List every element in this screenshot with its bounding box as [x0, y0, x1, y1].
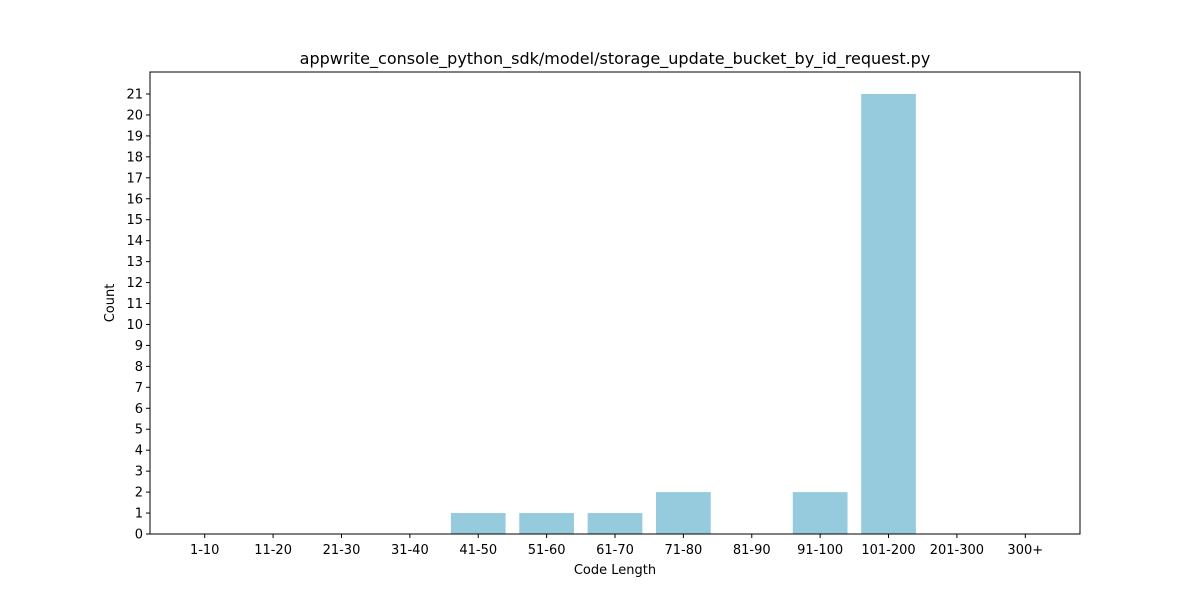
y-tick-label: 14 [126, 234, 143, 249]
y-tick-label: 2 [135, 486, 143, 501]
y-tick-label: 21 [126, 88, 143, 103]
x-tick-label: 61-70 [596, 543, 634, 558]
y-tick-label: 12 [126, 276, 143, 291]
bar-101-200 [861, 94, 916, 534]
bar-51-60 [519, 513, 574, 534]
x-tick-label: 201-300 [930, 543, 984, 558]
y-tick-label: 20 [126, 108, 143, 123]
x-tick-label: 1-10 [190, 543, 220, 558]
y-tick-label: 6 [135, 402, 143, 417]
y-tick-label: 18 [126, 150, 143, 165]
x-tick-label: 41-50 [459, 543, 497, 558]
chart-title: appwrite_console_python_sdk/model/storag… [300, 49, 931, 69]
x-tick-label: 300+ [1007, 543, 1043, 558]
y-tick-label: 15 [126, 213, 143, 228]
y-axis-label: Count [103, 284, 118, 323]
plot-frame [150, 72, 1080, 534]
y-tick-label: 11 [126, 297, 143, 312]
y-tick-label: 8 [135, 360, 143, 375]
x-tick-label: 91-100 [797, 543, 843, 558]
x-axis: 1-10 11-20 21-30 31-40 41-50 51-60 61-70 71-80 8… [190, 534, 1043, 558]
x-tick-label: 11-20 [254, 543, 292, 558]
y-tick-label: 13 [126, 255, 143, 270]
y-tick-label: 0 [135, 528, 143, 543]
y-tick-label: 4 [135, 444, 143, 459]
bar-61-70 [588, 513, 643, 534]
x-tick-label: 101-200 [861, 543, 915, 558]
y-tick-label: 1 [135, 507, 143, 522]
y-tick-label: 9 [135, 339, 143, 354]
bar-41-50 [451, 513, 506, 534]
bar-71-80 [656, 492, 711, 534]
x-tick-label: 81-90 [733, 543, 771, 558]
x-tick-label: 31-40 [391, 543, 429, 558]
y-tick-label: 3 [135, 465, 143, 480]
y-tick-label: 10 [126, 318, 143, 333]
bar-91-100 [793, 492, 848, 534]
x-tick-label: 21-30 [323, 543, 361, 558]
x-tick-label: 51-60 [528, 543, 566, 558]
y-tick-label: 5 [135, 423, 143, 438]
x-axis-label: Code Length [574, 563, 656, 578]
y-tick-label: 7 [135, 381, 143, 396]
y-tick-label: 17 [126, 171, 143, 186]
y-tick-label: 16 [126, 192, 143, 207]
y-tick-label: 19 [126, 129, 143, 144]
bars-group [451, 94, 916, 534]
x-tick-label: 71-80 [664, 543, 702, 558]
